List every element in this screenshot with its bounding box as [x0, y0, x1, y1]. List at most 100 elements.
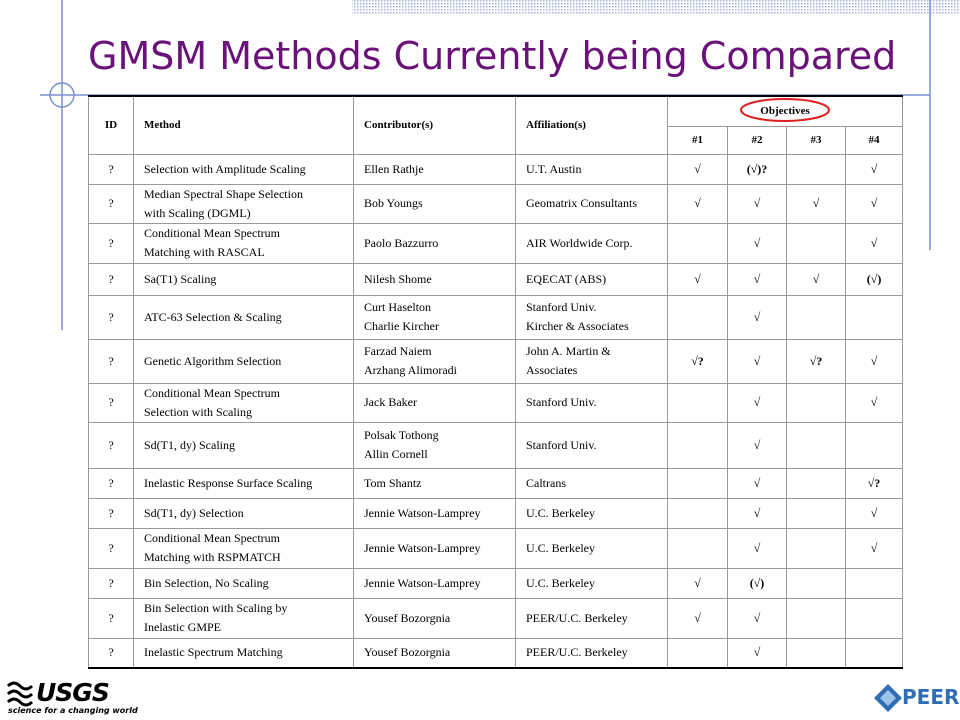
table-cell: Selection with Amplitude Scaling: [133, 153, 354, 185]
cell-line: Farzad Naiem: [364, 344, 432, 358]
cell-line: Selection with Scaling: [144, 404, 252, 419]
usgs-tagline: science for a changing world: [8, 706, 138, 715]
table-cell: √: [727, 294, 787, 340]
table-cell: [667, 382, 728, 423]
table-cell: Bob Youngs: [353, 183, 516, 224]
header-row: ID Method Contributor(s) Affiliation(s) Obje…: [88, 95, 904, 155]
table-cell: √: [844, 222, 904, 264]
table-row: ? Sa(T1) Scaling Nilesh Shome EQECAT (ABS) √…: [88, 262, 904, 296]
table-cell: Stanford Univ.: [515, 421, 668, 469]
table-cell: John A. Martin & Associates: [515, 338, 668, 384]
cell-line: Matching with RSPMATCH: [144, 550, 281, 564]
table-cell: Curt Haselton Charlie Kircher: [353, 294, 516, 340]
table-cell: Nilesh Shome: [353, 262, 516, 296]
objective-col: #3: [786, 125, 846, 155]
table-row: ? Median Spectral Shape Selection with Sca…: [88, 183, 904, 224]
table-cell: √?: [844, 467, 904, 499]
table-cell: Sa(T1) Scaling: [133, 262, 354, 296]
cell-line: Bin Selection with Scaling by: [144, 601, 288, 615]
table-cell: Polsak Tothong Allin Cornell: [353, 421, 516, 469]
rule-circle: [49, 82, 75, 108]
cell-line: Conditional Mean Spectrum: [144, 531, 280, 545]
table-cell: Conditional Mean Spectrum Matching with R…: [133, 527, 354, 569]
table-cell: [667, 527, 728, 569]
table-cell: [667, 467, 728, 499]
table-row: ? Sd(T1, dy) Selection Jennie Watson-Lampr…: [88, 497, 904, 529]
table-cell: ?: [88, 597, 134, 639]
table-cell: [844, 421, 904, 469]
table-cell: U.C. Berkeley: [515, 527, 668, 569]
header-row: #1 #2 #3 #4: [89, 125, 904, 155]
table-cell: Conditional Mean Spectrum Matching with R…: [133, 222, 354, 264]
table-row: ? Inelastic Spectrum Matching Yousef Bozor…: [88, 637, 904, 669]
table-cell: √: [844, 338, 904, 384]
table-cell: ?: [88, 527, 134, 569]
table-cell: √: [727, 497, 787, 529]
table-cell: √: [786, 183, 846, 224]
objectives-header: Objectives: [666, 95, 904, 127]
cell-line: Charlie Kircher: [364, 319, 439, 333]
objective-col: #2: [727, 125, 787, 155]
table-cell: √: [844, 497, 904, 529]
table-cell: ?: [88, 421, 134, 469]
objective-col: #4: [844, 125, 904, 155]
table-cell: ?: [88, 153, 134, 185]
table-cell: ?: [88, 183, 134, 224]
cell-line: Inelastic GMPE: [144, 620, 221, 634]
cell-line: John A. Martin &: [526, 344, 611, 358]
table-cell: ?: [88, 567, 134, 599]
table-row: ? Bin Selection with Scaling by Inelastic …: [88, 597, 904, 639]
table-cell: Sd(T1, dy) Selection: [133, 497, 354, 529]
table-cell: Jennie Watson-Lamprey: [353, 527, 516, 569]
cell-line: Polsak Tothong: [364, 428, 439, 442]
table-cell: √: [727, 262, 787, 296]
table-cell: PEER/U.C. Berkeley: [515, 637, 668, 669]
table-cell: [844, 597, 904, 639]
peer-icon: [874, 684, 902, 712]
table-cell: ?: [88, 294, 134, 340]
table-cell: Inelastic Response Surface Scaling: [133, 467, 354, 499]
table-row: ? Conditional Mean Spectrum Matching with …: [88, 527, 904, 569]
table-cell: [786, 153, 846, 185]
cell-line: Kircher & Associates: [526, 319, 629, 333]
usgs-icon: [6, 681, 34, 707]
table-cell: Farzad Naiem Arzhang Alimoradi: [353, 338, 516, 384]
table-cell: ?: [88, 637, 134, 669]
table-cell: [844, 567, 904, 599]
table-cell: ?: [88, 338, 134, 384]
table-cell: ?: [88, 467, 134, 499]
table-cell: √: [844, 183, 904, 224]
table-cell: [667, 222, 728, 264]
cell-line: Conditional Mean Spectrum: [144, 226, 280, 240]
header-cell: Contributor(s): [353, 95, 516, 155]
table-cell: √?: [786, 338, 846, 384]
header-cell: Method: [133, 95, 354, 155]
table-cell: [786, 382, 846, 423]
cell-line: Associates: [526, 363, 578, 377]
table-cell: Yousef Bozorgnia: [353, 597, 516, 639]
table-cell: PEER/U.C. Berkeley: [515, 597, 668, 639]
table-row: ? Selection with Amplitude Scaling Ellen R…: [88, 153, 904, 185]
table-cell: ?: [88, 382, 134, 423]
table-cell: √: [727, 222, 787, 264]
cell-line: Conditional Mean Spectrum: [144, 385, 280, 400]
usgs-logo: USGS: [36, 678, 110, 707]
table-row: ? Genetic Algorithm Selection Farzad Naiem…: [88, 338, 904, 384]
table-cell: √: [786, 262, 846, 296]
table-cell: (√)?: [727, 153, 787, 185]
table-cell: Median Spectral Shape Selection with Scal…: [133, 183, 354, 224]
table-cell: √: [667, 183, 728, 224]
table-cell: Bin Selection with Scaling by Inelastic G…: [133, 597, 354, 639]
table-cell: [786, 527, 846, 569]
table-cell: √: [727, 338, 787, 384]
table-cell: Genetic Algorithm Selection: [133, 338, 354, 384]
table-cell: Caltrans: [515, 467, 668, 499]
table-cell: [786, 597, 846, 639]
cell-line: with Scaling (DGML): [144, 205, 251, 220]
table-cell: Jennie Watson-Lamprey: [353, 567, 516, 599]
methods-table: ID Method Contributor(s) Affiliation(s) Obje…: [88, 95, 904, 669]
table-cell: √: [727, 183, 787, 224]
table-cell: ATC-63 Selection & Scaling: [133, 294, 354, 340]
